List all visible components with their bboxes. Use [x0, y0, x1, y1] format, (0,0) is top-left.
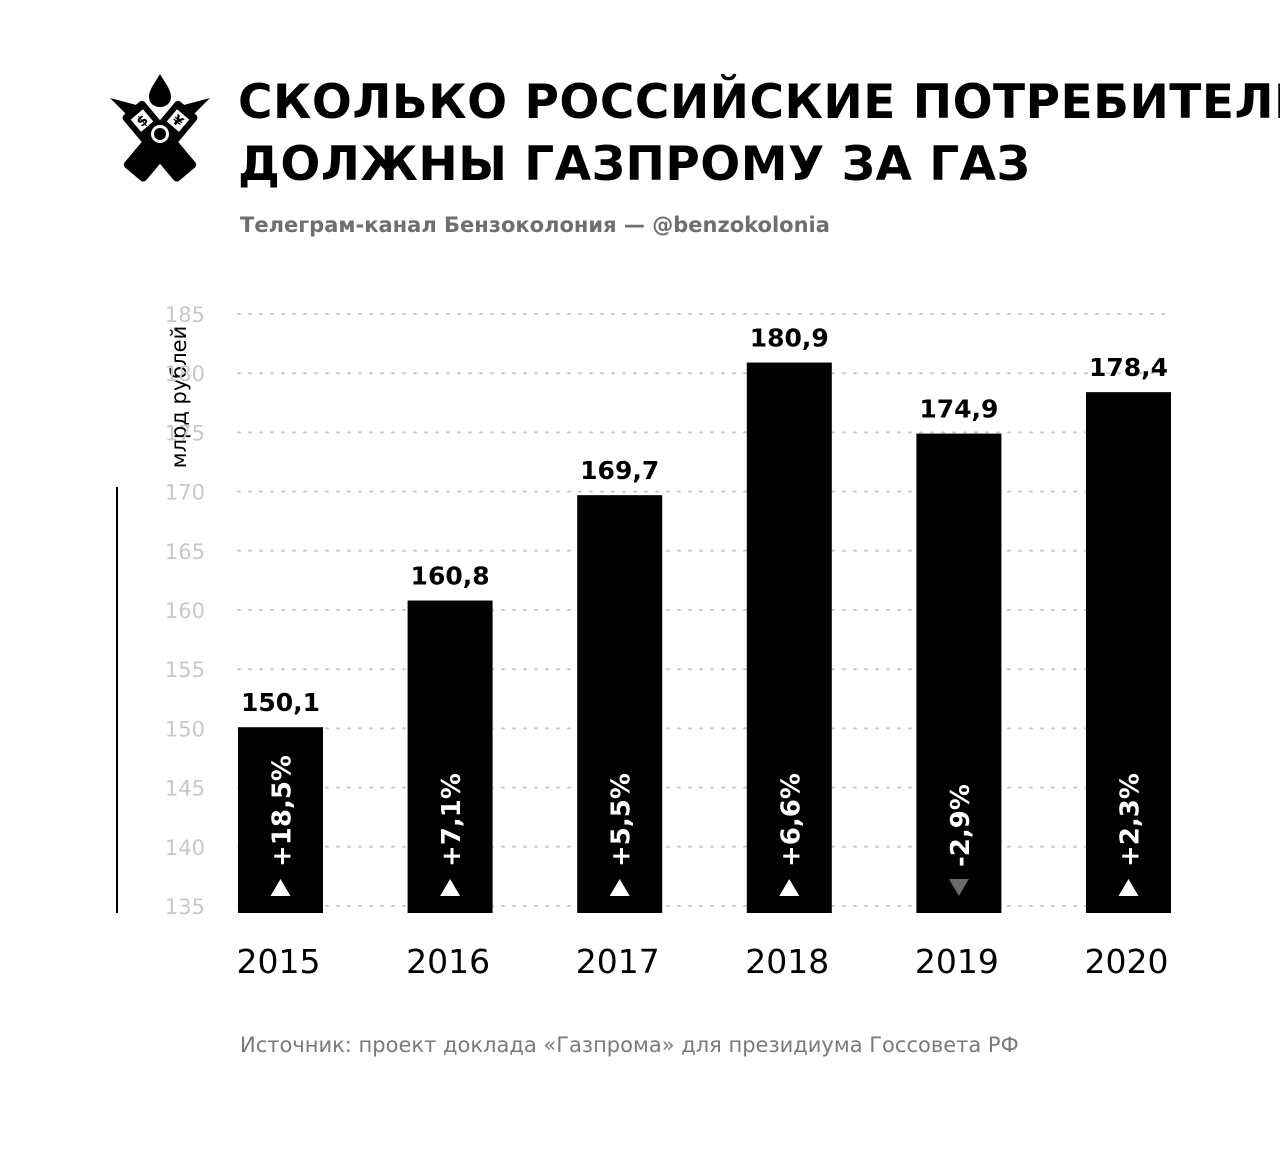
change-label: +5,5%: [607, 773, 637, 867]
change-label: +7,1%: [437, 773, 467, 867]
value-label: 174,9: [919, 395, 998, 424]
change-label: +6,6%: [776, 773, 806, 867]
bar: [1086, 392, 1171, 913]
triangle-up-icon: [609, 879, 630, 896]
change-label: -2,9%: [946, 784, 976, 867]
y-tick-label: 160: [165, 599, 205, 623]
y-tick-label: 150: [165, 717, 205, 741]
source-note: Источник: проект доклада «Газпрома» для …: [240, 1033, 1019, 1057]
triangle-up-icon: [270, 879, 291, 896]
title-line-1: СКОЛЬКО РОССИЙСКИЕ ПОТРЕБИТЕЛИ: [238, 75, 1280, 130]
triangle-up-icon: [440, 879, 461, 896]
value-label: 178,4: [1089, 353, 1168, 382]
y-tick-label: 135: [165, 895, 205, 919]
category-label: 2018: [745, 942, 829, 981]
triangle-up-icon: [779, 879, 800, 896]
category-label: 2020: [1085, 942, 1169, 981]
subtitle: Телеграм-канал Бензоколония — @benzokolo…: [240, 213, 830, 237]
category-label: 2016: [406, 942, 490, 981]
gas-pump-crossed-logo-icon: $ ¥: [110, 74, 210, 182]
change-label: +18,5%: [268, 755, 298, 867]
y-tick-label: 175: [165, 421, 205, 445]
value-label: 180,9: [750, 324, 829, 353]
bar: [407, 600, 493, 913]
y-tick-label: 145: [165, 777, 205, 801]
bar: [916, 433, 1002, 913]
category-label: 2017: [576, 942, 660, 981]
category-label: 2019: [915, 942, 999, 981]
value-label: 169,7: [580, 456, 659, 485]
y-tick-label: 185: [165, 303, 205, 327]
bar: [577, 495, 663, 913]
bars: 150,1 +18,5% 2015 160,8 +7,1% 2016 169,7 +5,5% 2…: [237, 324, 1171, 981]
value-label: 150,1: [241, 688, 320, 717]
triangle-up-icon: [1118, 879, 1139, 896]
title-line-2: ДОЛЖНЫ ГАЗПРОМУ ЗА ГАЗ: [238, 137, 1031, 192]
grid-lines: [237, 313, 1173, 907]
y-axis-line: [116, 487, 118, 913]
value-label: 160,8: [411, 562, 490, 591]
bar: [746, 362, 832, 913]
page-title: СКОЛЬКО РОССИЙСКИЕ ПОТРЕБИТЕЛИ ДОЛЖНЫ ГА…: [238, 72, 1280, 196]
y-tick-label: 155: [165, 658, 205, 682]
triangle-down-icon: [948, 879, 969, 896]
y-tick-label: 170: [165, 481, 205, 505]
y-tick-label: 165: [165, 540, 205, 564]
change-label: +2,3%: [1116, 773, 1146, 867]
y-tick-labels: 185 180 175 170 165 160 155 150 145 140 135: [165, 303, 205, 919]
y-tick-label: 140: [165, 836, 205, 860]
category-label: 2015: [237, 942, 321, 981]
y-tick-label: 180: [165, 362, 205, 386]
